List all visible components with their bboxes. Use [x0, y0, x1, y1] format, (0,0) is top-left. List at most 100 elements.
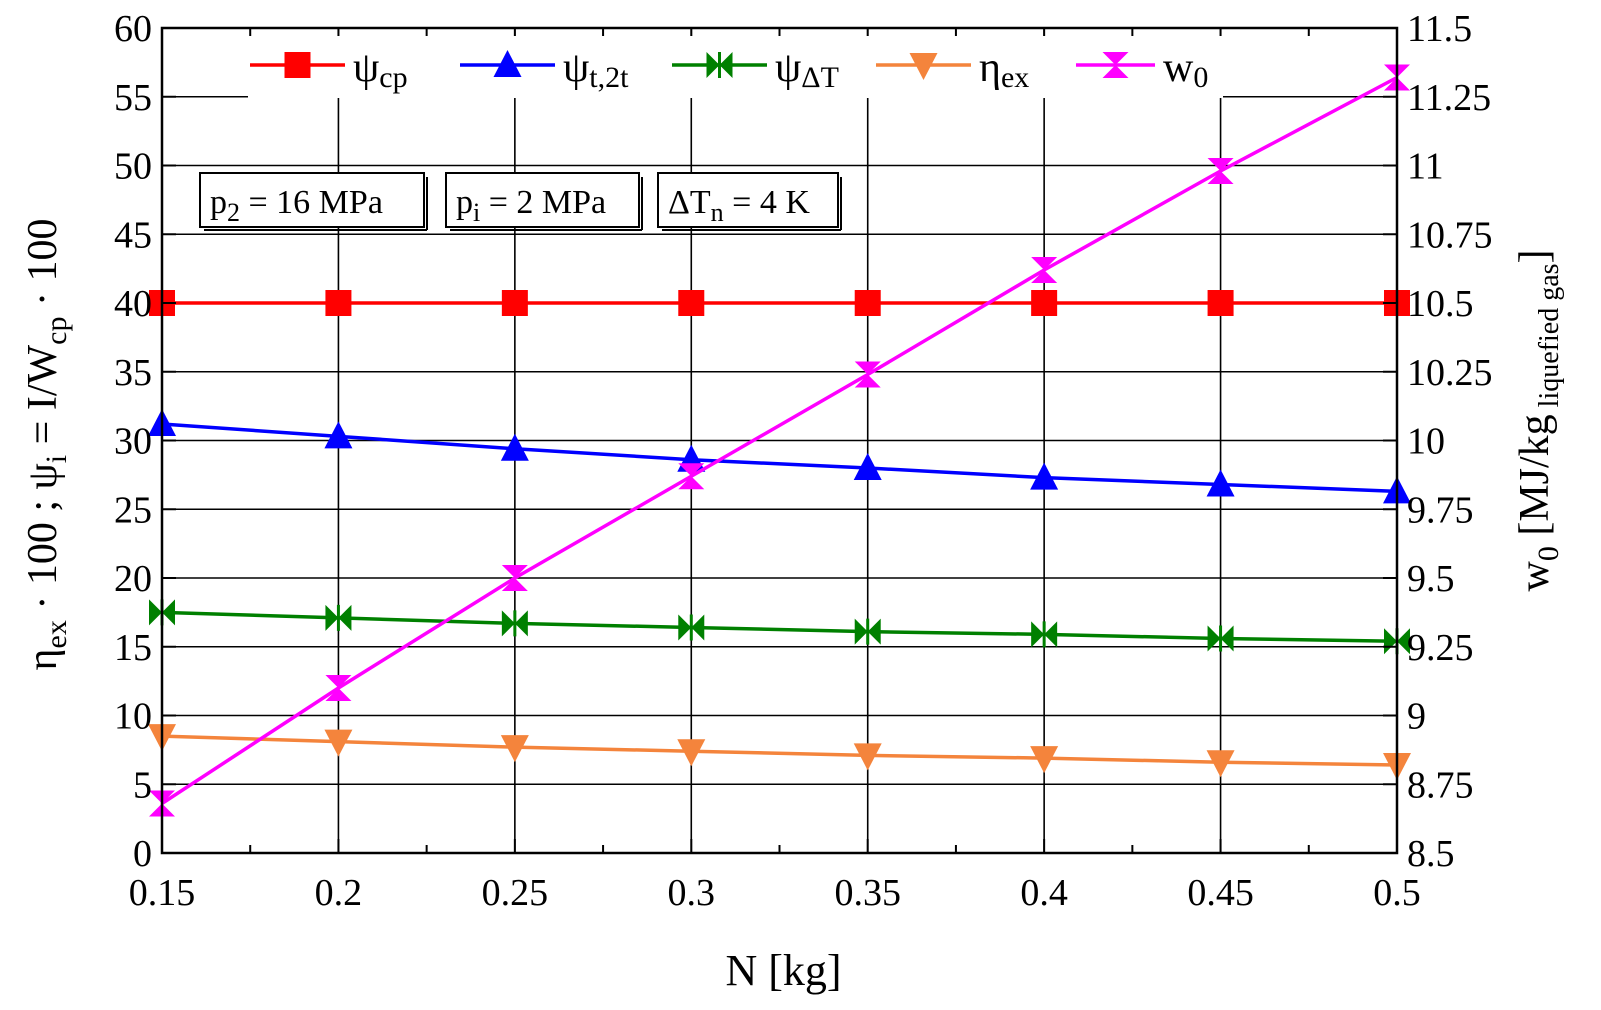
data-point — [500, 433, 529, 461]
y-right-tick-label: 11.5 — [1407, 8, 1472, 50]
legend-label: ψt,2t — [563, 45, 629, 94]
data-point — [678, 614, 705, 641]
data-point — [325, 604, 352, 631]
x-tick-label: 0.45 — [1187, 872, 1254, 914]
y-left-axis-title: ηex · 100 ; ψi = I/Wcp · 100 — [20, 219, 73, 671]
y-left-tick-label: 5 — [133, 764, 152, 806]
legend-item-4: w0 — [1076, 45, 1208, 94]
data-point — [678, 290, 705, 316]
x-tick-label: 0.2 — [315, 872, 363, 914]
param-box-0: p2 = 16 MPa — [199, 172, 428, 231]
legend-marker — [909, 53, 938, 80]
y-left-tick-label: 60 — [114, 8, 152, 50]
annotations: p2 = 16 MPa pi = 2 MPa ΔTn = 4 K — [199, 172, 842, 231]
y-right-tick-label: 10.75 — [1407, 214, 1493, 256]
legend-item-2: ψΔT — [672, 45, 839, 94]
legend-item-0: ψcp — [250, 45, 408, 94]
axis-layer: 0.15 0.2 0.25 0.3 0.35 0.4 0.45 0.5 0 5 10 15 20 25 30… — [114, 8, 1493, 914]
legend-marker — [284, 52, 311, 78]
data-point — [677, 739, 706, 767]
y-right-tick-label: 10.5 — [1407, 283, 1474, 325]
x-tick-label: 0.4 — [1020, 872, 1068, 914]
y-left-tick-label: 0 — [133, 833, 152, 875]
y-left-tick-label: 30 — [114, 421, 152, 463]
legend-marker — [706, 52, 733, 78]
data-point — [325, 290, 352, 316]
param-box-frame — [199, 172, 425, 228]
y-left-tick-label: 45 — [114, 214, 152, 256]
y-right-tick-label: 11 — [1407, 146, 1444, 188]
data-point — [324, 421, 353, 449]
data-point — [853, 743, 882, 771]
param-box-1: pi = 2 MPa — [445, 172, 643, 231]
legend-background — [248, 36, 1223, 98]
legend-label: ψΔT — [775, 45, 839, 94]
data-point — [501, 565, 528, 591]
y-left-tick-label: 10 — [114, 696, 152, 738]
data-point — [678, 463, 705, 490]
x-tick-label: 0.5 — [1373, 872, 1421, 914]
y-left-tick-label: 55 — [114, 77, 152, 119]
y-right-tick-label: 9.25 — [1407, 627, 1474, 669]
grid-layer — [162, 28, 1397, 853]
legend-label: w0 — [1163, 45, 1208, 94]
series-line-3 — [161, 734, 1398, 767]
y-right-tick-label: 11.25 — [1407, 77, 1491, 119]
data-point — [1031, 621, 1058, 648]
y-left-tick-label: 40 — [114, 283, 152, 325]
param-box-2: ΔTn = 4 K — [657, 172, 842, 231]
x-axis-title: N [kg] — [725, 946, 841, 995]
y-right-tick-label: 8.5 — [1407, 833, 1455, 875]
data-point — [853, 453, 882, 480]
y-left-tick-label: 20 — [114, 558, 152, 600]
param-label: ΔTn = 4 K — [668, 184, 810, 227]
y-right-tick-label: 10.25 — [1407, 352, 1493, 394]
y-left-tick-label: 25 — [114, 489, 152, 531]
param-label: p2 = 16 MPa — [210, 184, 383, 227]
data-point — [1207, 625, 1234, 652]
legend-label: ψcp — [353, 45, 408, 94]
param-box-frame — [445, 172, 640, 228]
legend-marker — [493, 50, 522, 77]
legend-item-1: ψt,2t — [460, 45, 629, 94]
data-point — [325, 675, 352, 701]
legend: ψcp ψt,2t ψΔT ηex w0 — [248, 36, 1223, 98]
data-point — [1206, 750, 1235, 778]
series-line-1 — [161, 422, 1398, 494]
axis-titles: N [kg] ηex · 100 ; ψi = I/Wcp · 100 w0 [MJ… — [20, 219, 1565, 995]
x-tick-label: 0.25 — [482, 872, 549, 914]
data-point — [1030, 462, 1059, 490]
data-point — [854, 361, 881, 388]
data-point — [854, 290, 881, 316]
y-left-tick-label: 15 — [114, 627, 152, 669]
data-point — [854, 618, 881, 645]
series-3 — [148, 724, 1411, 780]
series-line-4 — [161, 75, 1398, 805]
x-tick-label: 0.35 — [834, 872, 901, 914]
y-right-tick-label: 8.75 — [1407, 764, 1474, 806]
series-line-2 — [161, 610, 1398, 643]
data-point — [324, 729, 353, 757]
y-left-tick-label: 35 — [114, 352, 152, 394]
x-tick-label: 0.3 — [668, 872, 716, 914]
legend-label: ηex — [979, 45, 1029, 94]
y-right-tick-label: 9.75 — [1407, 489, 1474, 531]
y-left-axis-text: ηex · 100 ; ψi = I/Wcp · 100 — [20, 219, 73, 671]
data-point — [1207, 290, 1234, 316]
y-right-tick-label: 10 — [1407, 421, 1445, 463]
y-left-tick-label: 50 — [114, 146, 152, 188]
data-point — [1030, 746, 1059, 774]
data-point — [501, 610, 528, 637]
data-point — [1031, 257, 1058, 283]
y-right-tick-label: 9.5 — [1407, 558, 1455, 600]
param-label: pi = 2 MPa — [456, 184, 606, 227]
y-right-axis-text: w0 [MJ/kg liquefied gas] — [1512, 249, 1565, 591]
data-point — [501, 290, 528, 316]
data-point — [1207, 158, 1234, 184]
data-point — [500, 735, 529, 763]
data-point — [1206, 469, 1235, 497]
x-tick-label: 0.15 — [129, 872, 196, 914]
legend-item-3: ηex — [876, 45, 1029, 94]
